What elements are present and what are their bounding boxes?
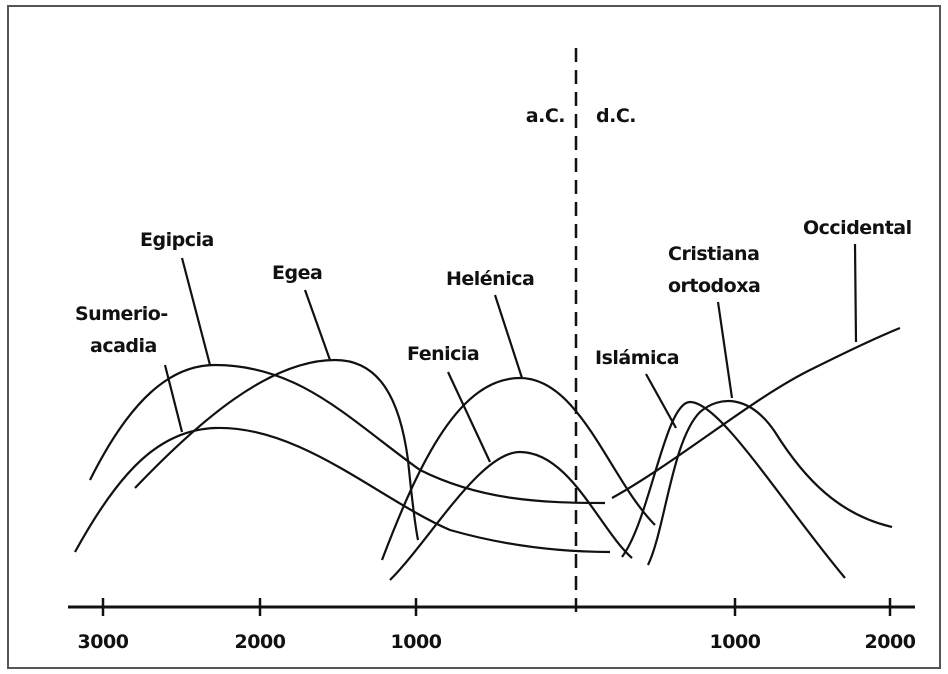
tick-label: 1000 (391, 631, 442, 653)
civilization-label: Helénica (446, 268, 534, 290)
tick-label: 1000 (710, 631, 761, 653)
civilization-label: Egea (272, 262, 322, 284)
tick-label: 2000 (865, 631, 916, 653)
civilization-label: Cristiana (668, 243, 759, 265)
civilization-label: acadia (90, 335, 157, 357)
civilization-label: Islámica (595, 347, 679, 369)
era-label: a.C. (526, 105, 565, 127)
tick-label: 3000 (78, 631, 129, 653)
era-label: d.C. (596, 105, 636, 127)
tick-label: 2000 (235, 631, 286, 653)
civilization-label: Sumerio- (75, 303, 168, 325)
civilization-label: ortodoxa (668, 275, 760, 297)
civilization-label: Fenicia (407, 343, 479, 365)
civilization-label: Egipcia (140, 229, 214, 251)
axis-ticks (101, 598, 892, 616)
curves (74, 243, 901, 581)
civilization-label: Occidental (803, 217, 912, 239)
frame (7, 5, 941, 669)
